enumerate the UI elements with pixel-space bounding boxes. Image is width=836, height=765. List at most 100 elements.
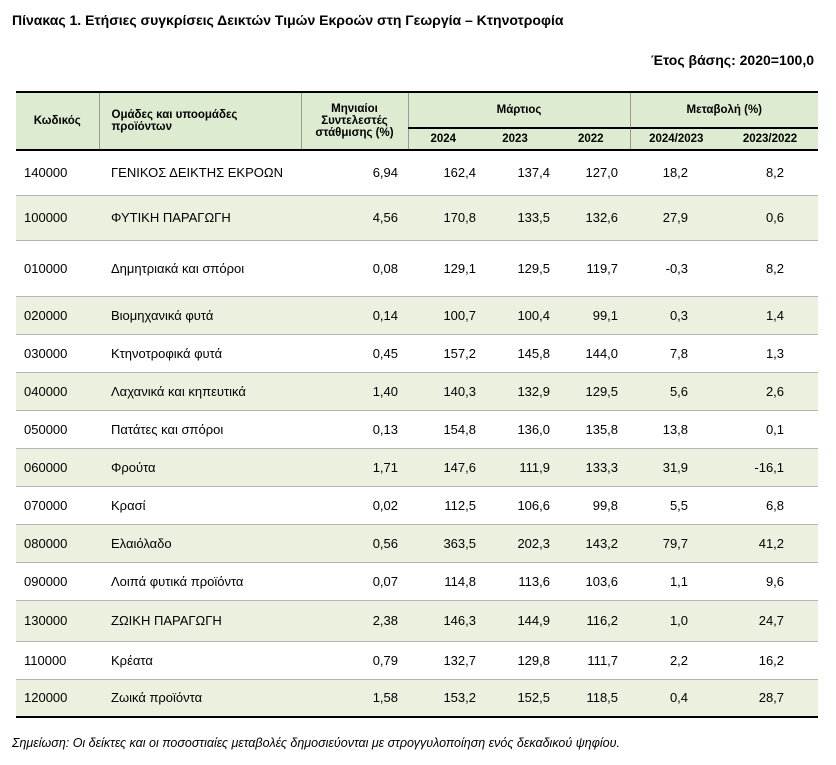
cell-weight: 6,94 (301, 150, 408, 196)
cell-y2024: 140,3 (408, 372, 478, 411)
cell-ch1: 18,2 (630, 150, 723, 196)
cell-y2023: 132,9 (478, 372, 552, 411)
cell-ch2: 9,6 (722, 562, 819, 601)
cell-y2023: 145,8 (478, 334, 552, 373)
cell-code: 010000 (16, 240, 99, 297)
cell-name: Κρασί (99, 486, 301, 525)
cell-y2023: 113,6 (478, 562, 552, 601)
cell-name: Ζωικά προϊόντα (99, 679, 301, 718)
cell-code: 110000 (16, 641, 99, 680)
header-groups: Ομάδες και υποομάδες προϊόντων (98, 91, 301, 151)
table-row: 090000 Λοιπά φυτικά προϊόντα 0,07 114,8 113,… (16, 562, 819, 601)
cell-weight: 0,07 (301, 562, 408, 601)
cell-ch2: 16,2 (722, 641, 819, 680)
cell-weight: 0,14 (301, 296, 408, 335)
cell-y2023: 202,3 (478, 524, 552, 563)
cell-ch2: 1,4 (722, 296, 819, 335)
cell-y2024: 154,8 (408, 410, 478, 449)
price-index-table: Κωδικός Ομάδες και υποομάδες προϊόντων Μ… (16, 91, 819, 718)
cell-name: Βιομηχανικά φυτά (99, 296, 301, 335)
cell-y2022: 118,5 (552, 679, 631, 718)
cell-weight: 1,71 (301, 448, 408, 487)
cell-weight: 4,56 (301, 195, 408, 241)
cell-y2022: 144,0 (552, 334, 631, 373)
header-change: Μεταβολή (%) (629, 91, 819, 129)
cell-y2024: 112,5 (408, 486, 478, 525)
cell-weight: 2,38 (301, 600, 408, 642)
header-change-2024-2023: 2024/2023 (629, 128, 723, 151)
cell-y2023: 144,9 (478, 600, 552, 642)
cell-name: Λαχανικά και κηπευτικά (99, 372, 301, 411)
cell-code: 090000 (16, 562, 99, 601)
cell-weight: 0,02 (301, 486, 408, 525)
cell-y2022: 119,7 (552, 240, 631, 297)
cell-weight: 0,08 (301, 240, 408, 297)
base-year: Έτος βάσης: 2020=100,0 (651, 52, 814, 68)
cell-ch2: 1,3 (722, 334, 819, 373)
cell-y2023: 137,4 (478, 150, 552, 196)
cell-y2024: 162,4 (408, 150, 478, 196)
cell-ch1: 2,2 (630, 641, 723, 680)
cell-y2022: 143,2 (552, 524, 631, 563)
cell-ch1: 1,1 (630, 562, 723, 601)
cell-ch2: 2,6 (722, 372, 819, 411)
cell-weight: 1,58 (301, 679, 408, 718)
cell-y2024: 129,1 (408, 240, 478, 297)
cell-code: 020000 (16, 296, 99, 335)
cell-weight: 0,56 (301, 524, 408, 563)
cell-code: 070000 (16, 486, 99, 525)
cell-ch2: -16,1 (722, 448, 819, 487)
cell-code: 130000 (16, 600, 99, 642)
cell-y2022: 135,8 (552, 410, 631, 449)
cell-code: 120000 (16, 679, 99, 718)
cell-ch1: 1,0 (630, 600, 723, 642)
table-row: 010000 Δημητριακά και σπόροι 0,08 129,1 129,… (16, 240, 819, 297)
cell-y2022: 103,6 (552, 562, 631, 601)
header-weights: Μηνιαίοι Συντελεστές στάθμισης (%) (300, 91, 408, 151)
cell-name: ΖΩΙΚΗ ΠΑΡΑΓΩΓΗ (99, 600, 301, 642)
cell-y2022: 132,6 (552, 195, 631, 241)
cell-y2022: 127,0 (552, 150, 631, 196)
cell-ch1: 0,3 (630, 296, 723, 335)
cell-name: Κτηνοτροφικά φυτά (99, 334, 301, 373)
cell-ch2: 6,8 (722, 486, 819, 525)
cell-y2022: 129,5 (552, 372, 631, 411)
cell-y2024: 147,6 (408, 448, 478, 487)
cell-y2022: 133,3 (552, 448, 631, 487)
cell-y2024: 157,2 (408, 334, 478, 373)
table-body: 140000 ΓΕΝΙΚΟΣ ΔΕΙΚΤΗΣ ΕΚΡΟΩΝ 6,94 162,4 137… (16, 150, 819, 718)
cell-y2022: 116,2 (552, 600, 631, 642)
header-2023: 2023 (478, 128, 552, 151)
cell-y2024: 146,3 (408, 600, 478, 642)
cell-y2022: 99,1 (552, 296, 631, 335)
cell-ch2: 0,6 (722, 195, 819, 241)
footnote: Σημείωση: Οι δείκτες και οι ποσοστιαίες … (12, 736, 620, 750)
cell-code: 040000 (16, 372, 99, 411)
cell-code: 030000 (16, 334, 99, 373)
cell-y2023: 152,5 (478, 679, 552, 718)
cell-name: Λοιπά φυτικά προϊόντα (99, 562, 301, 601)
cell-y2024: 100,7 (408, 296, 478, 335)
cell-ch1: 13,8 (630, 410, 723, 449)
cell-y2024: 114,8 (408, 562, 478, 601)
cell-name: Πατάτες και σπόροι (99, 410, 301, 449)
cell-ch2: 8,2 (722, 240, 819, 297)
cell-ch2: 28,7 (722, 679, 819, 718)
header-march: Μάρτιος (407, 91, 631, 129)
cell-y2023: 100,4 (478, 296, 552, 335)
table-title: Πίνακας 1. Ετήσιες συγκρίσεις Δεικτών Τι… (12, 12, 564, 28)
cell-ch2: 8,2 (722, 150, 819, 196)
table-row: 130000 ΖΩΙΚΗ ΠΑΡΑΓΩΓΗ 2,38 146,3 144,9 116,2 1… (16, 600, 819, 642)
cell-y2023: 129,8 (478, 641, 552, 680)
cell-y2023: 129,5 (478, 240, 552, 297)
table-row: 040000 Λαχανικά και κηπευτικά 1,40 140,3 132… (16, 372, 819, 411)
cell-ch2: 0,1 (722, 410, 819, 449)
table-row: 110000 Κρέατα 0,79 132,7 129,8 111,7 2,2 16,2 (16, 641, 819, 680)
cell-y2023: 136,0 (478, 410, 552, 449)
cell-weight: 0,13 (301, 410, 408, 449)
cell-code: 100000 (16, 195, 99, 241)
cell-ch1: 31,9 (630, 448, 723, 487)
table-row: 020000 Βιομηχανικά φυτά 0,14 100,7 100,4 99,1… (16, 296, 819, 335)
table-row: 050000 Πατάτες και σπόροι 0,13 154,8 136,0 13… (16, 410, 819, 449)
table-row: 120000 Ζωικά προϊόντα 1,58 153,2 152,5 118,5 0… (16, 679, 819, 718)
